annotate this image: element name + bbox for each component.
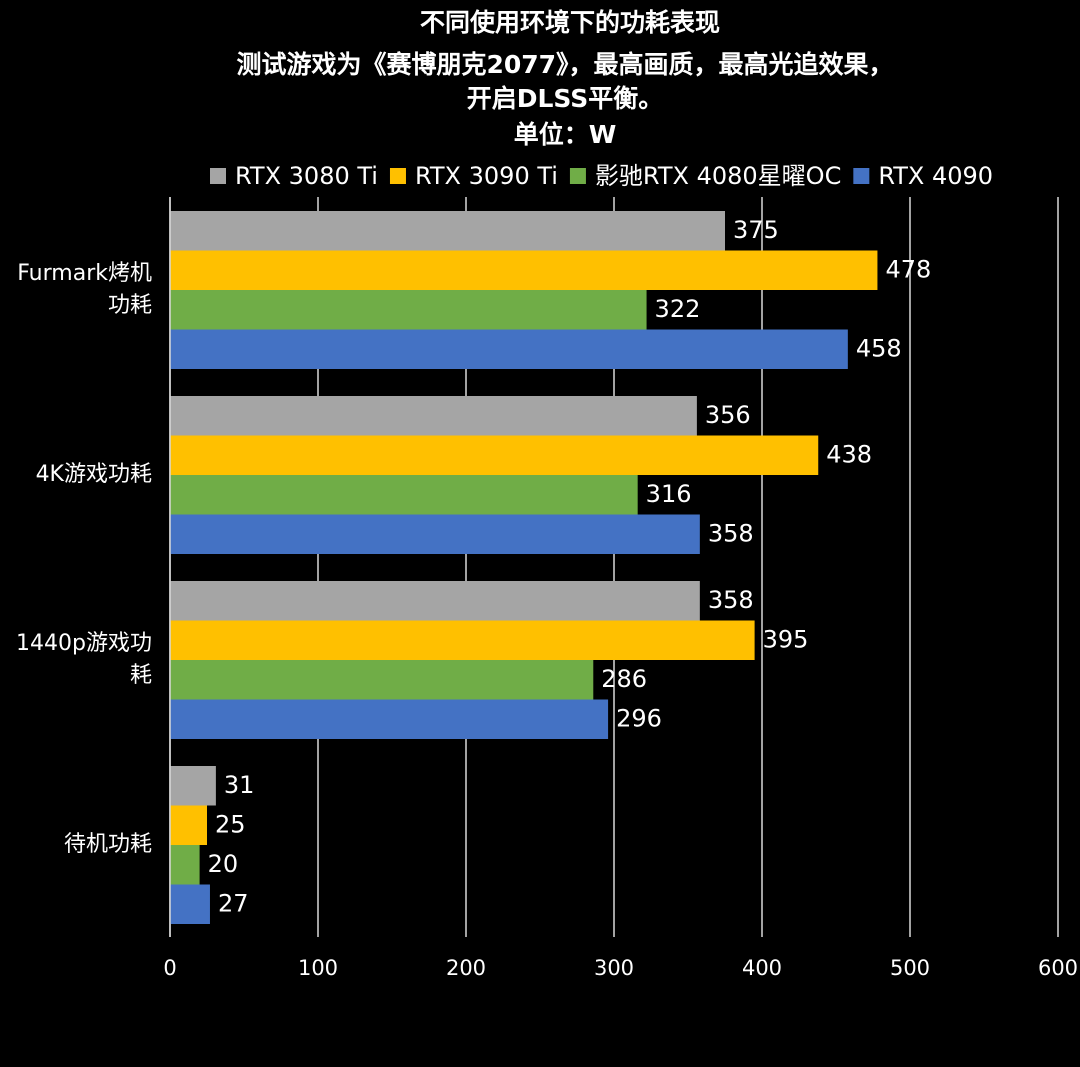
legend-swatch [210,168,226,184]
legend-swatch [853,168,870,184]
value-label: 358 [708,519,754,547]
bar [170,475,638,515]
y-tick-label: 1440p游戏功 [16,631,152,656]
y-tick-label: 待机功耗 [64,832,152,857]
bar [170,620,755,660]
y-tick-label: 4K游戏功耗 [36,462,152,487]
value-label: 286 [601,665,647,693]
value-label: 375 [733,216,779,244]
y-tick-label: 耗 [130,663,152,688]
bar [170,435,819,475]
x-tick-label: 400 [742,956,782,980]
y-tick-label: 功耗 [108,293,152,318]
value-label: 438 [826,440,872,468]
legend-label: RTX 3090 Ti [415,162,558,190]
bar [170,250,878,290]
value-label: 27 [218,889,249,917]
value-label: 395 [763,625,809,653]
value-label: 322 [655,295,701,323]
bar [170,660,594,700]
chart-subtitle: 测试游戏为《赛博朋克2077》，最高画质，最高光追效果， [236,50,893,79]
unit-label: 单位：W [514,120,617,149]
bar [170,211,725,251]
bar [170,290,647,330]
x-tick-label: 600 [1038,956,1078,980]
legend-label: RTX 3080 Ti [235,162,378,190]
y-tick-label: Furmark烤机 [17,261,152,286]
legend-swatch [569,168,586,184]
legend-label: 影驰RTX 4080星曜OC [595,162,841,190]
bar [170,329,848,369]
bar [170,396,697,436]
x-tick-label: 300 [594,956,634,980]
value-label: 296 [616,704,662,732]
bar [170,884,210,924]
bar [170,805,207,845]
bar [170,514,700,554]
value-label: 316 [646,480,692,508]
x-tick-label: 200 [446,956,486,980]
x-tick-label: 100 [298,956,338,980]
legend-swatch [389,168,406,184]
bar [170,699,609,739]
bar [170,845,200,885]
value-label: 20 [208,850,239,878]
bar [170,766,216,806]
value-label: 478 [885,255,931,283]
value-label: 358 [708,586,754,614]
chart-title: 不同使用环境下的功耗表现 [420,8,720,37]
value-label: 356 [705,401,751,429]
value-label: 31 [224,771,255,799]
bar [170,581,700,621]
legend-label: RTX 4090 [878,162,993,190]
x-tick-label: 500 [890,956,930,980]
value-label: 25 [215,810,246,838]
chart-subtitle: 开启DLSS平衡。 [467,84,664,113]
value-label: 458 [856,334,902,362]
x-tick-label: 0 [163,956,176,980]
